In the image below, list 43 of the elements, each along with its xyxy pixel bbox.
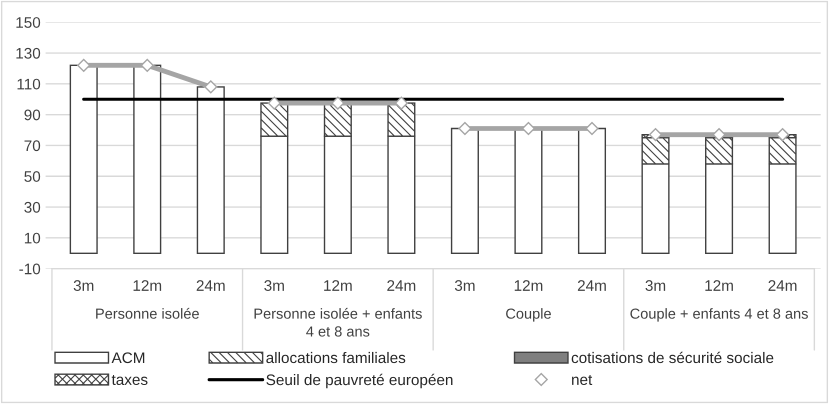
point	[268, 96, 281, 110]
y-tick-label: 30	[24, 202, 40, 213]
y-tick-label: -10	[19, 264, 40, 274]
x-tick-label: 12m	[324, 280, 352, 291]
point	[331, 96, 344, 110]
y-tick-label: 50	[24, 171, 40, 182]
point	[458, 122, 472, 136]
point	[776, 128, 790, 142]
legend-label: allocations familiales	[266, 352, 406, 364]
y-tick-label: 10	[24, 232, 40, 244]
x-tick-label: 3m	[74, 280, 94, 291]
x-tick-label: 3m	[454, 280, 475, 291]
y-tick-label: 90	[24, 110, 40, 120]
text: Personne isolée	[96, 308, 199, 319]
point	[522, 122, 536, 136]
y-tick-label: 110	[18, 78, 40, 90]
y-tick-label: 70	[24, 140, 40, 152]
x-tick-label: 24m	[196, 280, 225, 291]
text: Couple	[506, 308, 551, 322]
x-tick-label: 24m	[387, 280, 416, 291]
point	[648, 128, 662, 142]
point	[77, 58, 90, 72]
point	[394, 96, 408, 110]
point	[585, 122, 599, 136]
legend-label: Seuil de pauvreté européen	[266, 374, 452, 388]
x-tick-label: 24m	[768, 280, 796, 291]
y-tick-label: 150	[16, 17, 40, 28]
text: Personne isolée + enfants 4 et 8 ans	[254, 308, 422, 337]
x-tick-label: 12m	[514, 280, 542, 291]
x-tick-label: 3m	[645, 280, 666, 291]
legend-label: cotisations de sécurité sociale	[572, 352, 774, 364]
y-tick-label: 130	[16, 48, 40, 59]
text: Couple + enfants 4 et 8 ans	[630, 308, 808, 322]
point	[140, 58, 154, 72]
legend-label: net	[572, 375, 592, 386]
legend-label: ACM	[112, 352, 144, 364]
x-tick-label: 12m	[705, 280, 733, 291]
legend-label: taxes	[112, 375, 148, 386]
x-tick-label: 12m	[134, 280, 162, 291]
x-tick-label: 24m	[578, 280, 606, 291]
point	[204, 80, 218, 94]
x-tick-label: 3m	[264, 280, 284, 291]
point	[712, 128, 726, 142]
